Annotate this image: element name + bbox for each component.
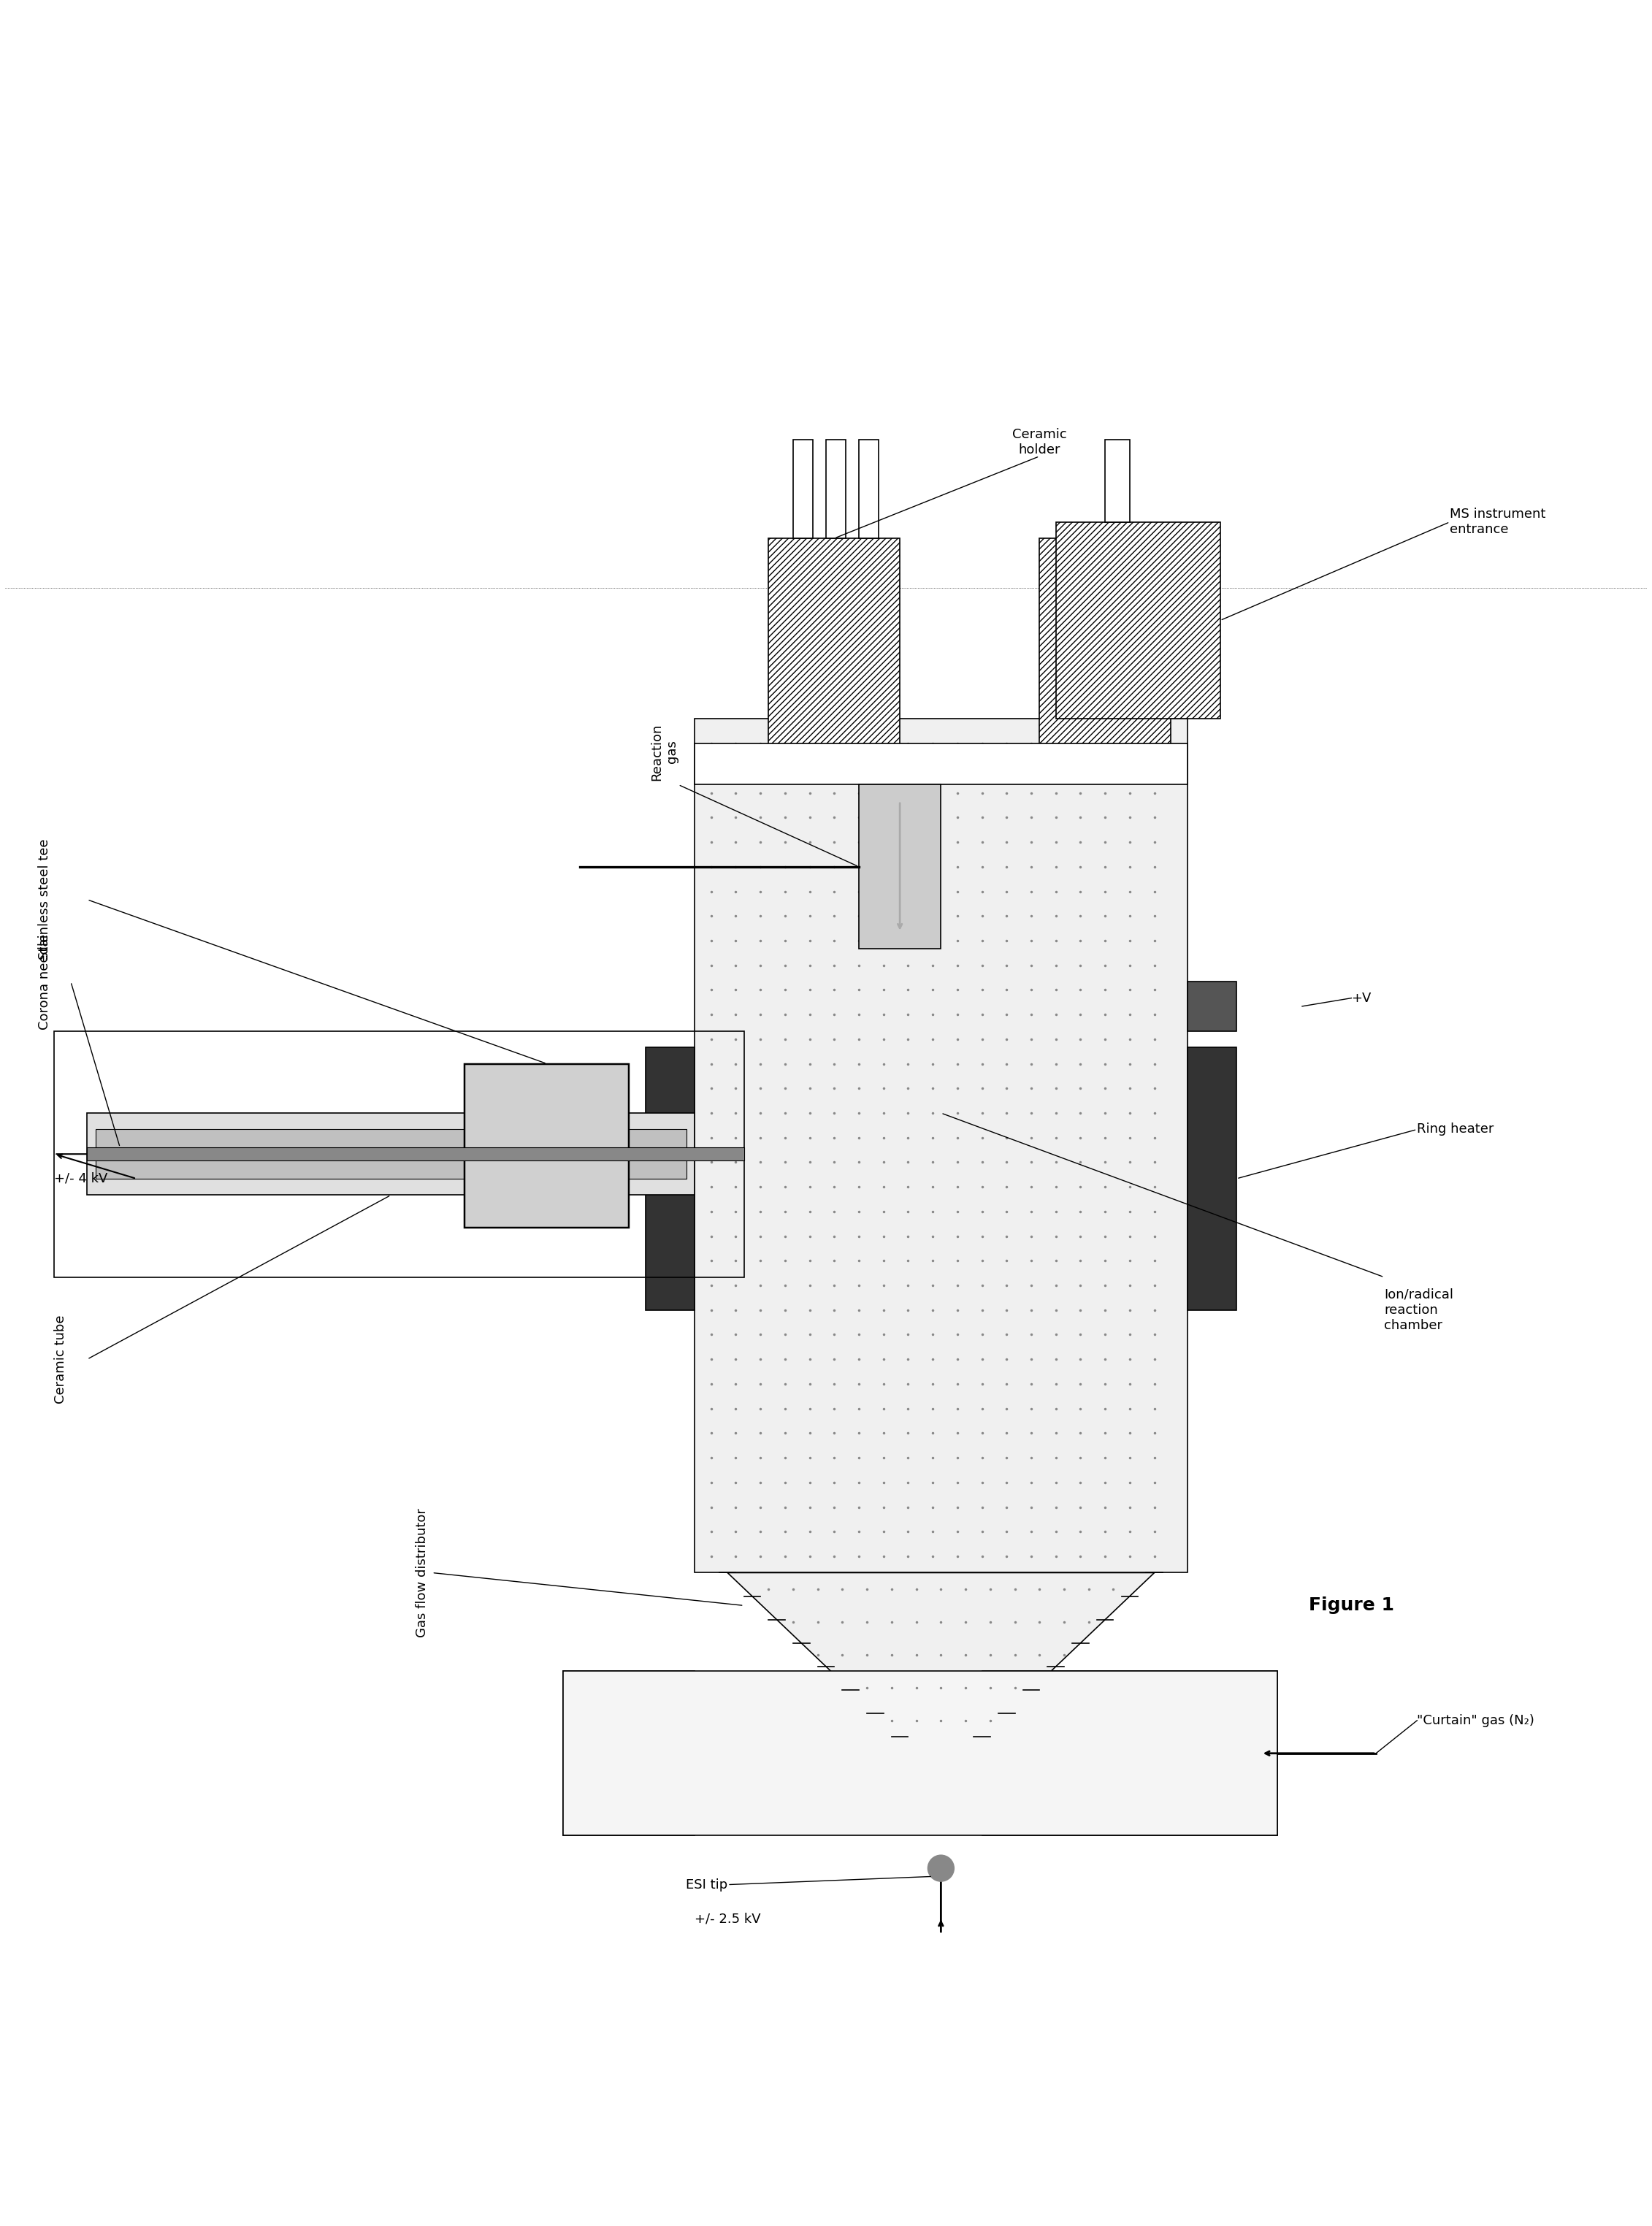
Bar [694, 743, 1188, 784]
Bar [646, 1046, 694, 1311]
Bar [1105, 441, 1130, 521]
Text: +/- 4 kV: +/- 4 kV [55, 1173, 107, 1184]
Text: Ion/radical
reaction
chamber: Ion/radical reaction chamber [1384, 1289, 1454, 1331]
Bar [1056, 521, 1221, 719]
Bar [1039, 539, 1171, 768]
Polygon shape [727, 1574, 1155, 1736]
Bar [981, 1672, 1277, 1836]
Bar [793, 441, 813, 539]
Bar [563, 1672, 1277, 1836]
Text: +V: +V [1351, 991, 1371, 1004]
Bar [859, 441, 879, 539]
Bar [1188, 982, 1236, 1031]
Text: Gas flow distributor: Gas flow distributor [416, 1509, 428, 1638]
Text: ESI tip: ESI tip [686, 1879, 727, 1892]
Text: +/- 2.5 kV: +/- 2.5 kV [694, 1912, 760, 1925]
Bar [694, 719, 1188, 1574]
Bar [55, 1031, 743, 1278]
Bar [96, 1129, 687, 1180]
Text: MS instrument
entrance: MS instrument entrance [1450, 508, 1546, 536]
Bar [859, 784, 942, 948]
Text: Ring heater: Ring heater [1417, 1122, 1493, 1135]
Text: Ceramic tube: Ceramic tube [55, 1316, 68, 1405]
Text: Stainless steel tee: Stainless steel tee [38, 839, 51, 959]
Bar [826, 441, 846, 539]
Text: "Curtain" gas (N₂): "Curtain" gas (N₂) [1417, 1714, 1535, 1727]
Bar [464, 1064, 629, 1229]
Bar [88, 1146, 743, 1160]
Circle shape [928, 1854, 955, 1881]
Text: Corona needle: Corona needle [38, 933, 51, 1031]
Bar [768, 539, 900, 768]
Bar [88, 1113, 694, 1195]
Bar [1188, 1046, 1236, 1311]
Text: Reaction
gas: Reaction gas [649, 723, 679, 781]
Text: Figure 1: Figure 1 [1308, 1596, 1394, 1614]
Text: Ceramic
holder: Ceramic holder [1013, 427, 1067, 456]
Bar [563, 1672, 694, 1836]
